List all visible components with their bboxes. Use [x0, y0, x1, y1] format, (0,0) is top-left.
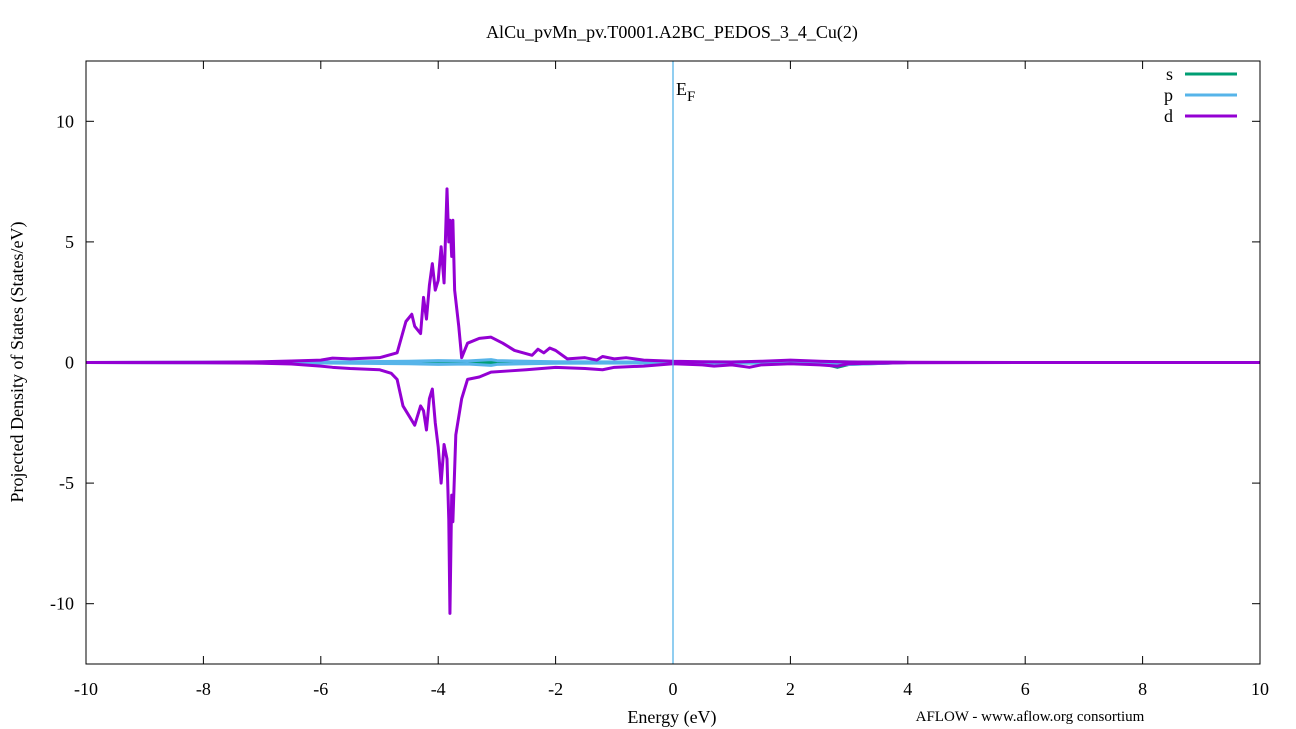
- legend-label-d: d: [1164, 106, 1173, 126]
- y-tick-label: 5: [65, 232, 74, 252]
- fermi-label: EF: [676, 79, 695, 105]
- credit-text: AFLOW - www.aflow.org consortium: [916, 709, 1145, 725]
- plot-frame: [85, 60, 1261, 665]
- fermi-label-main: E: [676, 79, 687, 99]
- x-tick-label: -2: [548, 679, 563, 699]
- series-layer: [86, 187, 1260, 615]
- x-tick-label: -6: [313, 679, 328, 699]
- y-tick-label: -5: [59, 473, 74, 493]
- series-line-d-down: [86, 361, 1260, 615]
- axis-ticks: -10 -8 -6 -4 -2 0 2 4 6 8 10 -10 -5 0 5 10: [50, 61, 1269, 699]
- x-tick-label: 6: [1021, 679, 1030, 699]
- legend-label-p: p: [1164, 85, 1173, 105]
- x-tick-label: 0: [669, 679, 678, 699]
- y-tick-label: -10: [50, 594, 74, 614]
- x-axis-label: Energy (eV): [627, 707, 716, 728]
- y-tick-label: 0: [65, 353, 74, 373]
- x-tick-label: -8: [196, 679, 211, 699]
- legend: spd: [1164, 64, 1237, 126]
- fermi-label-subscript: F: [687, 89, 695, 105]
- x-tick-label: -10: [74, 679, 98, 699]
- chart-title: AlCu_pvMn_pv.T0001.A2BC_PEDOS_3_4_Cu(2): [486, 22, 858, 43]
- x-tick-label: 2: [786, 679, 795, 699]
- y-axis-label: Projected Density of States (States/eV): [7, 222, 28, 503]
- series-line-d-up: [86, 187, 1260, 364]
- y-tick-label: 10: [56, 111, 74, 131]
- x-tick-label: 8: [1138, 679, 1147, 699]
- x-tick-label: 4: [903, 679, 912, 699]
- legend-label-s: s: [1166, 64, 1173, 84]
- x-tick-label: -4: [431, 679, 446, 699]
- x-tick-label: 10: [1251, 679, 1269, 699]
